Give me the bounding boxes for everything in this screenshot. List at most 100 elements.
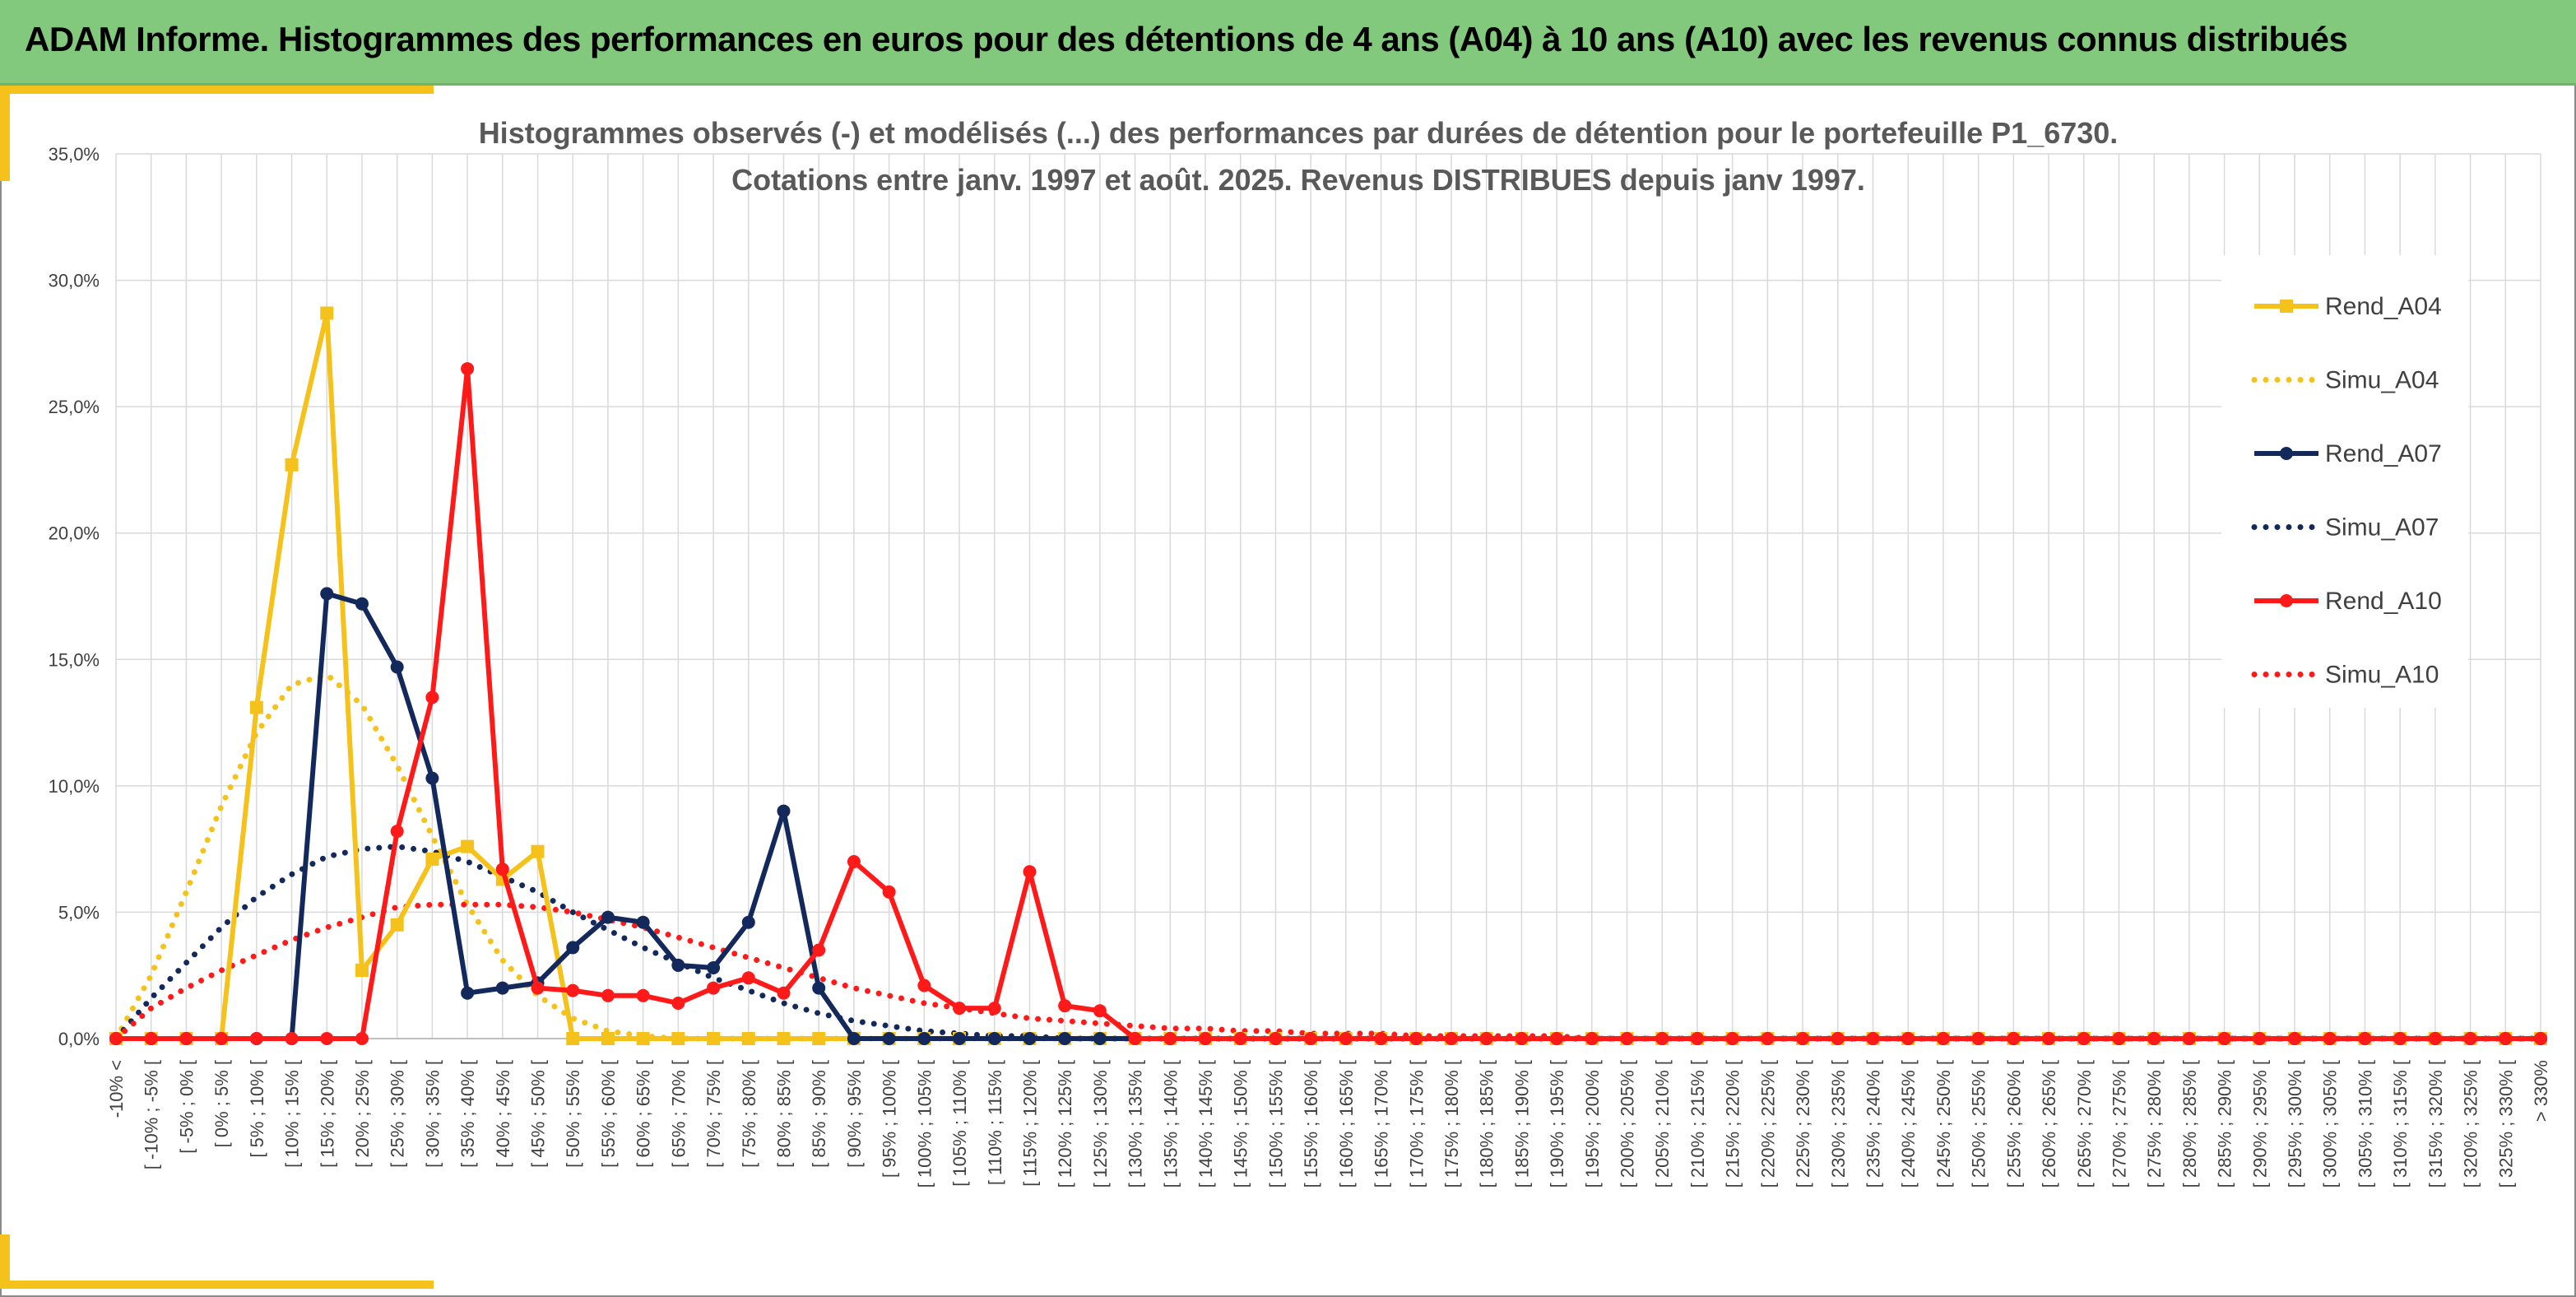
x-tick-label: [ 40% ; 45% [ [493,1060,513,1168]
data-point [1620,1032,1634,1045]
x-tick-label: [ 225% ; 230% [ [1793,1060,1813,1188]
data-point [1023,865,1037,879]
data-point [1269,1032,1283,1045]
data-point [285,458,299,472]
data-point [1374,1032,1388,1045]
x-tick-label: [ 285% ; 290% [ [2215,1060,2235,1188]
x-tick-label: [ 195% ; 200% [ [1582,1060,1603,1188]
x-tick-label: [ 115% ; 120% [ [1019,1060,1040,1187]
x-tick-label: [ 90% ; 95% [ [844,1060,865,1168]
data-point [1866,1032,1880,1045]
data-point [2323,1032,2337,1045]
x-tick-label: [ 325% ; 330% [ [2495,1060,2516,1188]
data-point [215,1032,229,1045]
data-point [1444,1032,1458,1045]
data-point [495,981,509,995]
data-point [2253,1032,2267,1045]
x-tick-label: [ -10% ; -5% [ [142,1060,162,1169]
data-point [953,1002,967,1016]
data-point [2463,1032,2477,1045]
series-line [116,366,2541,1041]
x-tick-label: [ 75% ; 80% [ [739,1060,759,1168]
chart-title-line-1: Histogrammes observés (-) et modélisés (… [479,116,2119,150]
x-tick-label: [ 10% ; 15% [ [282,1060,303,1168]
x-tick-label: [ 45% ; 50% [ [528,1060,549,1168]
header-banner: ADAM Informe. Histogrammes des performan… [0,0,2576,86]
data-point [425,852,439,866]
data-point [390,660,404,674]
x-tick-label: [ 20% ; 25% [ [352,1060,373,1168]
legend-label: Simu_A07 [2325,514,2439,542]
x-tick-label: [ 180% ; 185% [ [1477,1060,1497,1188]
x-tick-label: [ 275% ; 280% [ [2144,1060,2165,1188]
data-point [741,1032,755,1045]
x-tick-label: [ 190% ; 195% [ [1547,1060,1567,1188]
data-point [566,983,580,997]
data-point [671,997,685,1010]
data-point [741,915,755,929]
data-point [707,961,721,974]
series-line [113,901,2544,1042]
data-point [1233,1032,1247,1045]
legend-label: Rend_A07 [2325,440,2442,467]
data-point [777,804,791,818]
data-point [1058,999,1072,1013]
series-rend-a04 [109,306,2547,1045]
data-point [812,981,826,995]
x-tick-label: [ 300% ; 305% [ [2320,1060,2341,1188]
x-tick-label: [ 25% ; 30% [ [388,1060,408,1168]
data-point [847,855,861,868]
x-tick-label: [ 130% ; 135% [ [1126,1060,1146,1188]
data-point [1515,1032,1529,1045]
x-tick-label: [ 185% ; 190% [ [1511,1060,1532,1188]
x-tick-label: [ 110% ; 115% [ [985,1060,1005,1185]
accent-bar-left-bottom [0,1234,10,1289]
data-point [355,597,369,611]
page-title: ADAM Informe. Histogrammes des performan… [25,20,2348,58]
legend-marker [2280,447,2293,460]
data-point [1796,1032,1810,1045]
data-point [1058,1032,1072,1045]
x-tick-label: [ 240% ; 245% [ [1898,1060,1919,1188]
data-point [531,844,545,858]
x-tick-label: [ 95% ; 100% [ [880,1060,900,1178]
data-point [2147,1032,2161,1045]
data-point [1761,1032,1775,1045]
x-tick-label: [ 230% ; 235% [ [1828,1060,1849,1188]
data-point [2077,1032,2091,1045]
data-point [987,1002,1001,1016]
y-tick-label: 15,0% [49,649,100,670]
x-tick-label: [ 310% ; 315% [ [2390,1060,2411,1188]
x-tick-label: [ 215% ; 220% [ [1723,1060,1743,1188]
x-tick-label: [ 220% ; 225% [ [1757,1060,1778,1188]
data-point [2499,1032,2513,1045]
x-tick-label: [ 30% ; 35% [ [422,1060,443,1168]
series-simu-a10 [113,901,2544,1042]
accent-bar-top [0,86,434,94]
data-point [1971,1032,1985,1045]
x-tick-label: [ 255% ; 260% [ [2003,1060,2024,1188]
data-point [461,839,475,853]
data-point [1093,1032,1107,1045]
data-point [1550,1032,1564,1045]
data-point [777,986,791,1000]
data-point [1093,1004,1107,1018]
x-tick-label: [ 205% ; 210% [ [1652,1060,1673,1188]
data-point [882,885,896,899]
x-tick-label: [ 290% ; 295% [ [2249,1060,2270,1188]
data-point [917,979,931,993]
data-point [355,964,369,978]
data-point [953,1032,967,1045]
x-tick-label: [ 145% ; 150% [ [1231,1060,1251,1188]
data-point [601,910,615,924]
x-tick-label: -10% < [106,1060,127,1118]
data-point [1725,1032,1739,1045]
data-point [1479,1032,1493,1045]
data-point [2217,1032,2231,1045]
y-tick-label: 0,0% [58,1029,100,1049]
x-tick-label: [ -5% ; 0% [ [176,1060,197,1154]
data-point [1163,1032,1177,1045]
x-tick-label: [ 100% ; 105% [ [914,1060,935,1188]
data-point [249,1032,263,1045]
